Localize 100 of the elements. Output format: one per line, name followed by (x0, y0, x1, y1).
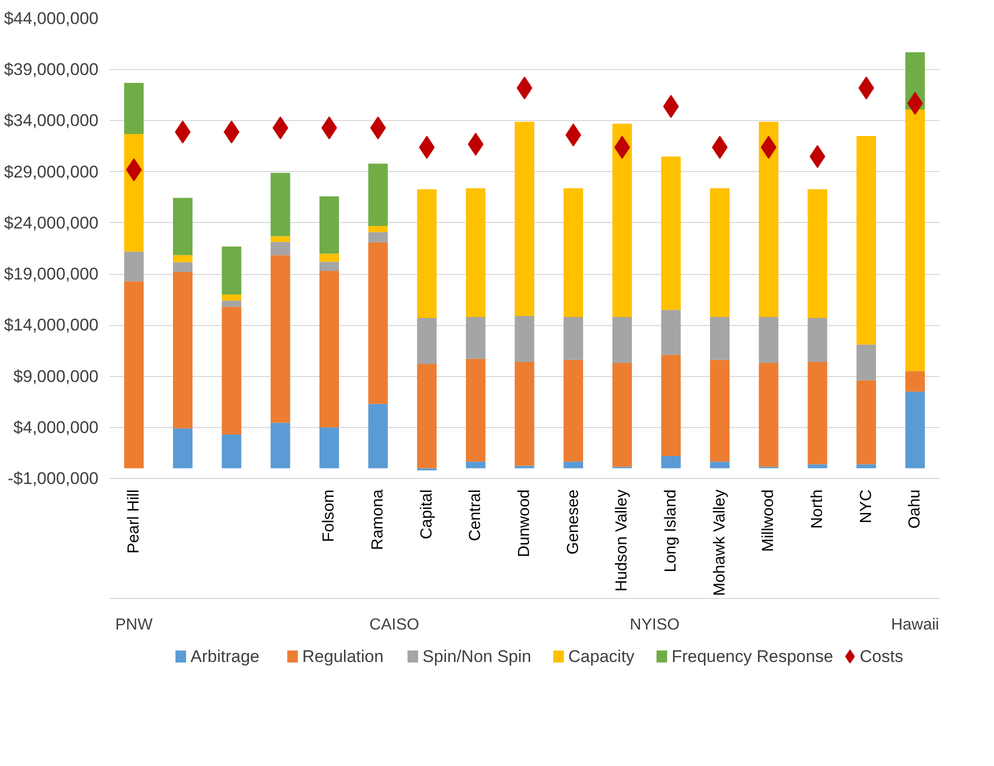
bar (270, 172, 290, 236)
bar (222, 434, 242, 468)
bar (856, 464, 876, 468)
bar (124, 252, 144, 282)
bar (368, 404, 388, 468)
bar (270, 422, 290, 468)
bar (172, 428, 192, 468)
bar (564, 462, 584, 468)
bar (661, 310, 681, 355)
y-tick-label: $39,000,000 (4, 60, 99, 80)
bar (172, 198, 192, 256)
text: Hawaii (891, 616, 940, 634)
bar (466, 462, 486, 468)
bar (466, 358, 486, 462)
bar (124, 82, 144, 134)
bar (710, 360, 730, 462)
point (858, 76, 874, 100)
bar (319, 254, 339, 262)
bar (172, 262, 192, 272)
bar (564, 188, 584, 317)
bar (417, 318, 437, 364)
point (321, 116, 338, 140)
point (712, 136, 728, 159)
text: PNW (115, 616, 154, 634)
y-tick-label: $9,000,000 (13, 366, 99, 386)
bar (270, 236, 290, 242)
point (174, 120, 191, 144)
x-tick-label: Millwood (760, 489, 778, 552)
bar (466, 188, 486, 317)
x-tick-label: NYC (858, 490, 875, 524)
bar (417, 189, 437, 318)
legend-label: Regulation (302, 647, 384, 666)
bar (661, 456, 681, 468)
y-tick-label: $14,000,000 (4, 316, 99, 335)
point (565, 124, 582, 147)
bar (417, 364, 437, 468)
y-tick-label: -$1,000,000 (8, 469, 99, 488)
x-tick-label: Folsom (320, 490, 338, 542)
bar (856, 380, 876, 464)
text: NYISO (630, 616, 680, 634)
bar (270, 255, 290, 423)
bar (808, 318, 828, 362)
bar (368, 232, 388, 242)
x-tick-label: Oahu (906, 490, 924, 529)
legend-label: Frequency Response (672, 647, 834, 666)
bar (564, 360, 584, 462)
x-tick-label: Hudson Valley (614, 490, 631, 592)
bar (319, 262, 339, 271)
bar (661, 156, 681, 310)
bar (514, 316, 534, 362)
x-tick-label: Central (467, 490, 484, 542)
bar (270, 242, 290, 256)
bar (124, 134, 144, 252)
bar (710, 188, 730, 317)
bar (368, 226, 388, 232)
bar (172, 272, 192, 428)
bar (758, 316, 778, 363)
bar (612, 316, 632, 363)
x-tick-label: Pearl Hill (125, 490, 142, 554)
bar (564, 316, 584, 360)
bar (661, 354, 681, 456)
y-tick-label: $24,000,000 (4, 213, 99, 232)
bar (514, 362, 534, 466)
x-tick-label: Dunwood (516, 489, 533, 558)
bar (808, 189, 828, 318)
bar (710, 462, 730, 468)
bar (514, 122, 534, 316)
bar (319, 270, 339, 428)
y-tick-label: $19,000,000 (4, 264, 99, 284)
x-tick-label: Genesee (564, 489, 582, 554)
x-tick-label: North (808, 490, 826, 529)
x-tick-label: Long Island (662, 490, 680, 572)
bar (905, 109, 925, 372)
legend-label: Spin/Non Spin (422, 647, 532, 666)
bar (222, 306, 242, 435)
bar (905, 392, 925, 468)
bar (124, 281, 144, 468)
y-tick-label: $34,000,000 (4, 111, 99, 130)
bar (222, 294, 242, 301)
bar (856, 136, 876, 345)
text: CAISO (369, 616, 420, 634)
bar (514, 466, 534, 468)
bar (222, 246, 242, 294)
x-tick-label: Ramona (370, 489, 387, 550)
bar (905, 371, 925, 392)
bar (368, 164, 388, 226)
bar (710, 316, 730, 360)
point (468, 132, 484, 156)
legend-label: Costs (860, 647, 904, 666)
y-tick-label: $44,000,000 (4, 9, 99, 28)
bar (612, 362, 632, 467)
bar (758, 362, 778, 467)
bar (856, 344, 876, 380)
bar (466, 316, 486, 359)
legend-label: Arbitrage (190, 647, 260, 666)
y-tick-label: $29,000,000 (4, 162, 99, 182)
bar (222, 300, 242, 307)
y-tick-label: $4,000,000 (13, 418, 99, 437)
bar (319, 196, 339, 254)
x-tick-label: Mohawk Valley (711, 489, 728, 596)
